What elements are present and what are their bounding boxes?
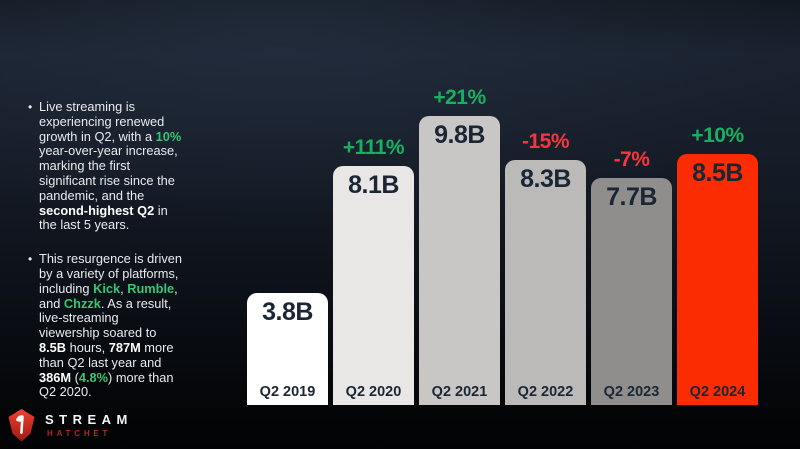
hatchet-shield-icon (8, 409, 35, 442)
pct-change-label: -7% (613, 148, 650, 171)
bullet-text: Live streaming is experiencing renewed gro… (39, 99, 182, 233)
bar-category-label: Q2 2023 (603, 384, 660, 400)
bar-q2-2019: 3.8B Q2 2019 (247, 293, 328, 405)
bar-q2-2023: 7.7B Q2 2023 (591, 178, 672, 405)
logo-wordmark: STREAM HATCHET (45, 411, 133, 439)
bar-q2-2022: 8.3B Q2 2022 (505, 160, 586, 405)
bar-value-label: 8.1B (348, 171, 399, 199)
logo-line-hatchet: HATCHET (47, 428, 112, 438)
hatchet-icon (16, 415, 24, 434)
bullet-item: • This resurgence is driven by a variety o… (28, 251, 233, 400)
bar-value-label: 8.5B (692, 159, 743, 187)
bar-category-label: Q2 2019 (259, 384, 316, 400)
bullet-text: This resurgence is driven by a variety of… (39, 251, 182, 400)
bullet-marker: • (28, 100, 33, 114)
pct-change-label: +111% (342, 136, 405, 159)
pct-change-label: +10% (691, 124, 744, 147)
bar-category-label: Q2 2021 (431, 384, 488, 400)
bar-value-label: 3.8B (262, 298, 313, 326)
bar-q2-2024: 8.5B Q2 2024 (677, 154, 758, 405)
pct-change-label: -15% (521, 130, 570, 153)
bar-value-label: 9.8B (434, 121, 485, 149)
sidebar-notes: • Live streaming is experiencing renewed gr… (28, 99, 233, 419)
stream-hatchet-logo: STREAM HATCHET (8, 409, 133, 442)
pct-change-label: +21% (433, 86, 486, 109)
bar-q2-2020: 8.1B Q2 2020 (333, 166, 414, 405)
bullet-list: • Live streaming is experiencing renewed gr… (28, 99, 233, 400)
bullet-marker: • (28, 252, 33, 267)
bar-category-label: Q2 2022 (517, 384, 574, 400)
bar-q2-2021: 9.8B Q2 2021 (419, 116, 500, 405)
bullet-item: • Live streaming is experiencing renewed gr… (28, 99, 233, 233)
logo-line-stream: STREAM (45, 411, 133, 427)
bar-value-label: 7.7B (606, 183, 657, 211)
bar-category-label: Q2 2024 (689, 384, 746, 400)
bar-category-label: Q2 2020 (345, 384, 402, 400)
bar-value-label: 8.3B (520, 165, 571, 193)
